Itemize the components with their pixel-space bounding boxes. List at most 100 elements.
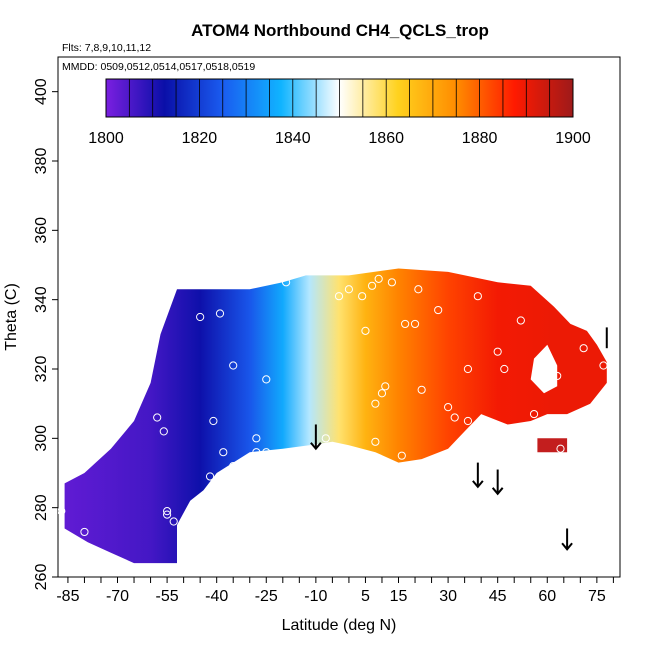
- flight-point: [215, 309, 225, 318]
- ch4-field-patch: [537, 438, 568, 453]
- down-arrow-head: [310, 442, 322, 451]
- x-tick-label: -85: [56, 588, 79, 605]
- flight-point: [533, 364, 542, 374]
- flight-point: [371, 437, 380, 446]
- flight-point: [162, 510, 172, 519]
- flight-point: [282, 278, 291, 287]
- y-tick-label: 340: [33, 286, 50, 313]
- flight-point: [229, 461, 238, 471]
- flight-point: [500, 364, 509, 374]
- y-tick-label: 280: [33, 494, 50, 521]
- down-arrow: [310, 424, 322, 451]
- x-tick-label: 5: [361, 588, 370, 605]
- flight-point: [262, 375, 271, 384]
- flights-note: Flts: 7,8,9,10,11,12: [62, 42, 151, 54]
- flight-point: [377, 389, 387, 398]
- flight-point: [450, 413, 459, 422]
- flight-point: [529, 409, 539, 419]
- flight-point: [493, 347, 502, 356]
- flight-point: [367, 281, 377, 290]
- x-tick-label: -55: [156, 588, 179, 605]
- flight-point: [599, 361, 608, 370]
- x-axis-label: Latitude (deg N): [282, 617, 397, 634]
- y-tick-label: 320: [33, 356, 50, 383]
- flight-point: [344, 285, 354, 294]
- flight-point: [252, 434, 261, 443]
- x-tick-label: -40: [205, 588, 228, 605]
- flight-point: [358, 292, 367, 301]
- flight-point: [58, 507, 66, 516]
- flight-point: [410, 319, 420, 329]
- flight-point: [219, 448, 228, 457]
- flight-point: [252, 448, 261, 457]
- flight-point: [609, 382, 618, 391]
- x-tick-label: 45: [489, 588, 507, 605]
- flight-point: [463, 416, 473, 426]
- flight-point: [434, 305, 443, 315]
- flight-point: [196, 312, 205, 322]
- colorbar-tick-label: 1800: [88, 130, 124, 147]
- down-arrow: [491, 469, 504, 496]
- flight-point: [397, 451, 406, 460]
- colorbar-tick-label: 1860: [368, 130, 404, 147]
- flight-point: [229, 361, 238, 370]
- flight-point: [205, 472, 215, 481]
- y-axis: 260 280 300 320 340 360 380 400: [33, 78, 58, 590]
- y-tick-label: 380: [33, 148, 50, 175]
- flight-point: [417, 385, 426, 394]
- x-axis: -85 -70 -55 -40 -25 -10 5 15 30 45 60 75: [56, 577, 614, 605]
- flight-point: [209, 416, 218, 426]
- flight-point: [516, 316, 525, 325]
- flight-point: [556, 444, 565, 453]
- down-arrow-head: [472, 480, 484, 489]
- flight-point: [153, 413, 162, 422]
- down-arrow-head: [561, 542, 573, 551]
- x-tick-label: -70: [106, 588, 129, 605]
- x-tick-label: -10: [304, 588, 327, 605]
- colorbar-ticks: 1800 1820 1840 1860 1880 1900: [88, 130, 591, 147]
- flight-point: [262, 448, 271, 457]
- down-arrow-head: [491, 487, 504, 496]
- flight-point: [443, 403, 453, 412]
- flight-point: [169, 517, 178, 526]
- y-tick-label: 260: [33, 564, 50, 591]
- flight-point: [321, 434, 330, 443]
- flight-point: [374, 274, 383, 283]
- colorbar: 1800 1820 1840 1860 1880 1900: [88, 78, 591, 147]
- flight-point: [526, 448, 535, 457]
- flight-point: [80, 527, 89, 537]
- flight-point: [401, 319, 410, 329]
- flight-point: [387, 278, 396, 287]
- down-arrow: [561, 528, 573, 551]
- flight-points: [58, 274, 618, 537]
- colorbar-tick-label: 1820: [182, 130, 218, 147]
- down-arrow: [472, 462, 484, 489]
- flight-point: [159, 427, 168, 436]
- flight-point: [371, 399, 380, 408]
- y-tick-label: 360: [33, 217, 50, 244]
- flight-point: [553, 371, 562, 381]
- flight-point: [473, 292, 482, 301]
- annotation-arrows: [310, 327, 608, 551]
- flight-point: [463, 364, 473, 374]
- flight-point: [473, 451, 482, 460]
- flight-point: [361, 326, 370, 335]
- colorbar-tick-label: 1900: [555, 130, 591, 147]
- flight-point: [381, 382, 390, 391]
- flight-point: [162, 507, 172, 516]
- flight-point: [414, 285, 423, 294]
- x-tick-label: 15: [390, 588, 408, 605]
- y-tick-label: 300: [33, 425, 50, 452]
- colorbar-dividers: [128, 79, 551, 117]
- colorbar-tick-label: 1880: [462, 130, 498, 147]
- x-tick-label: 60: [538, 588, 556, 605]
- ch4-field: [64, 268, 607, 564]
- x-tick-label: 30: [439, 588, 457, 605]
- x-tick-label: 75: [588, 588, 606, 605]
- chart-title: ATOM4 Northbound CH4_QCLS_trop: [191, 21, 489, 40]
- colorbar-tick-label: 1840: [275, 130, 311, 147]
- y-tick-label: 400: [33, 78, 50, 105]
- flight-point: [334, 292, 344, 301]
- y-axis-label: Theta (C): [3, 283, 20, 351]
